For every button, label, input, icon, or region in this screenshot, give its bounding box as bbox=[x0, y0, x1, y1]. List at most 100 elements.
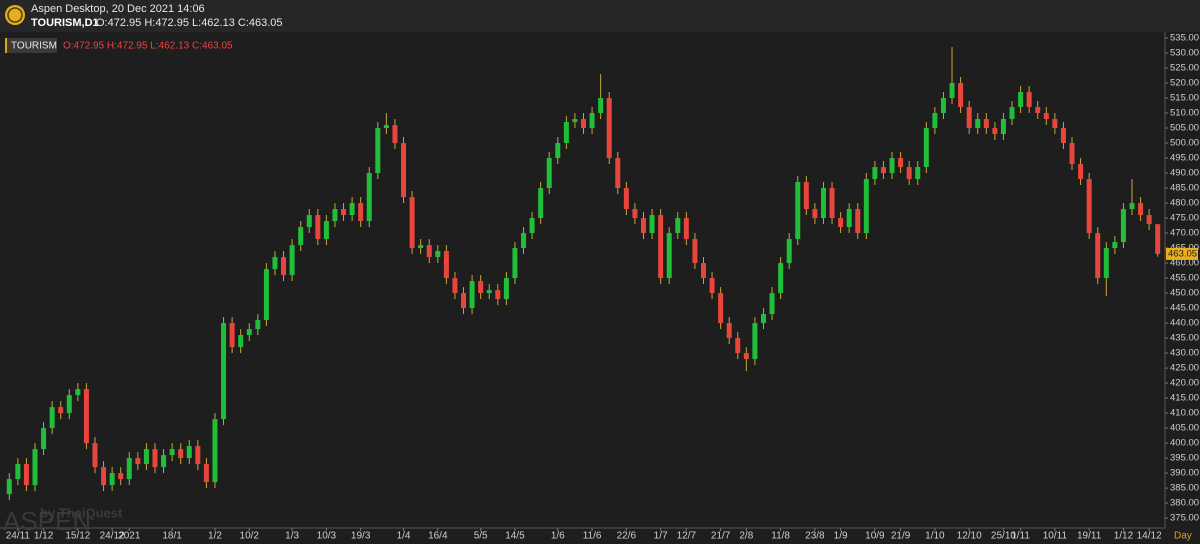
candle-body bbox=[323, 221, 329, 240]
candle-body bbox=[1026, 92, 1032, 108]
candle-body bbox=[846, 209, 852, 228]
x-tick-label: 25/10 bbox=[991, 531, 1016, 542]
candle-body bbox=[281, 257, 287, 276]
x-tick-label: 24/12 bbox=[100, 531, 125, 542]
price-tag: 463.05 bbox=[1168, 248, 1197, 259]
x-tick-label: 19/11 bbox=[1077, 531, 1102, 542]
y-tick-label: 490.00 bbox=[1170, 168, 1199, 179]
y-tick-label: 530.00 bbox=[1170, 48, 1199, 59]
candle-body bbox=[769, 293, 775, 315]
candle-body bbox=[949, 83, 955, 99]
candle-body bbox=[1112, 242, 1118, 249]
candle-body bbox=[906, 167, 912, 180]
candle-body bbox=[358, 203, 364, 222]
candle-body bbox=[983, 119, 989, 129]
candle-body bbox=[461, 293, 467, 309]
candle-body bbox=[538, 188, 544, 219]
candle-body bbox=[495, 290, 501, 300]
y-tick-label: 455.00 bbox=[1170, 273, 1199, 284]
y-tick-label: 380.00 bbox=[1170, 498, 1199, 509]
candle-body bbox=[649, 215, 655, 234]
y-tick-label: 440.00 bbox=[1170, 318, 1199, 329]
y-tick-label: 470.00 bbox=[1170, 228, 1199, 239]
x-tick-label: 10/11 bbox=[1043, 531, 1068, 542]
candle-body bbox=[512, 248, 518, 279]
candle-body bbox=[966, 107, 972, 129]
candle-body bbox=[161, 455, 167, 468]
candle-body bbox=[341, 209, 347, 216]
candle-body bbox=[606, 98, 612, 159]
candle-body bbox=[178, 449, 184, 459]
symbol: TOURISM,D1 bbox=[31, 17, 99, 29]
candle-body bbox=[709, 278, 715, 294]
x-axis-label: Day bbox=[1174, 531, 1192, 542]
candle-body bbox=[332, 209, 338, 222]
candle-body bbox=[452, 278, 458, 294]
candle-body bbox=[778, 263, 784, 294]
candle-body bbox=[683, 218, 689, 240]
candle-body bbox=[692, 239, 698, 264]
y-tick-label: 460.00 bbox=[1170, 258, 1199, 269]
candle-body bbox=[392, 125, 398, 144]
candle-body bbox=[572, 119, 578, 123]
candle-body bbox=[598, 98, 604, 114]
x-tick-label: 1/9 bbox=[834, 531, 848, 542]
candle-body bbox=[795, 182, 801, 240]
candle-body bbox=[503, 278, 509, 300]
candle-body bbox=[306, 215, 312, 228]
candle-body bbox=[1000, 119, 1006, 135]
y-tick-label: 395.00 bbox=[1170, 453, 1199, 464]
x-tick-label: 1/12 bbox=[1114, 531, 1134, 542]
candle-body bbox=[152, 449, 158, 468]
candle-body bbox=[66, 395, 72, 414]
y-tick-label: 420.00 bbox=[1170, 378, 1199, 389]
candle-body bbox=[623, 188, 629, 210]
candle-body bbox=[203, 464, 209, 483]
candle-body bbox=[272, 257, 278, 270]
candle-body bbox=[109, 473, 115, 486]
y-tick-label: 445.00 bbox=[1170, 303, 1199, 314]
y-tick-label: 520.00 bbox=[1170, 78, 1199, 89]
x-tick-label: 21/9 bbox=[891, 531, 911, 542]
candle-body bbox=[143, 449, 149, 465]
candle-body bbox=[675, 218, 681, 234]
y-tick-label: 410.00 bbox=[1170, 408, 1199, 419]
y-tick-label: 535.00 bbox=[1170, 33, 1199, 44]
candle-body bbox=[940, 98, 946, 114]
x-tick-label: 11/6 bbox=[583, 531, 602, 542]
y-tick-label: 435.00 bbox=[1170, 333, 1199, 344]
x-tick-label: 15/12 bbox=[65, 531, 90, 542]
candle-body bbox=[863, 179, 869, 234]
price-tag-box bbox=[1166, 247, 1198, 260]
candle-body bbox=[555, 143, 561, 159]
x-tick-label: 1/7 bbox=[654, 531, 668, 542]
candle-body bbox=[169, 449, 175, 456]
candle-body bbox=[923, 128, 929, 168]
legend-accent bbox=[5, 38, 7, 53]
candle-body bbox=[521, 233, 527, 249]
y-tick-label: 500.00 bbox=[1170, 138, 1199, 149]
candle-body bbox=[375, 128, 381, 174]
candle-body bbox=[409, 197, 415, 249]
candle-body bbox=[195, 446, 201, 465]
y-tick-label: 485.00 bbox=[1170, 183, 1199, 194]
candle-body bbox=[1120, 209, 1126, 243]
candle-body bbox=[435, 251, 441, 258]
x-tick-label: 1/4 bbox=[397, 531, 411, 542]
candle-body bbox=[6, 479, 12, 495]
candle-body bbox=[186, 446, 192, 459]
y-tick-label: 400.00 bbox=[1170, 438, 1199, 449]
y-tick-label: 505.00 bbox=[1170, 123, 1199, 134]
candle-body bbox=[418, 245, 424, 249]
candle-body bbox=[118, 473, 124, 480]
y-tick-label: 515.00 bbox=[1170, 93, 1199, 104]
candle-body bbox=[975, 119, 981, 129]
x-tick-label: 10/9 bbox=[865, 531, 885, 542]
candle-body bbox=[932, 113, 938, 129]
y-tick-label: 450.00 bbox=[1170, 288, 1199, 299]
legend-box bbox=[5, 38, 57, 53]
candle-body bbox=[855, 209, 861, 234]
legend-name: TOURISM bbox=[11, 41, 57, 52]
candle-body bbox=[752, 323, 758, 360]
candle-body bbox=[786, 239, 792, 264]
